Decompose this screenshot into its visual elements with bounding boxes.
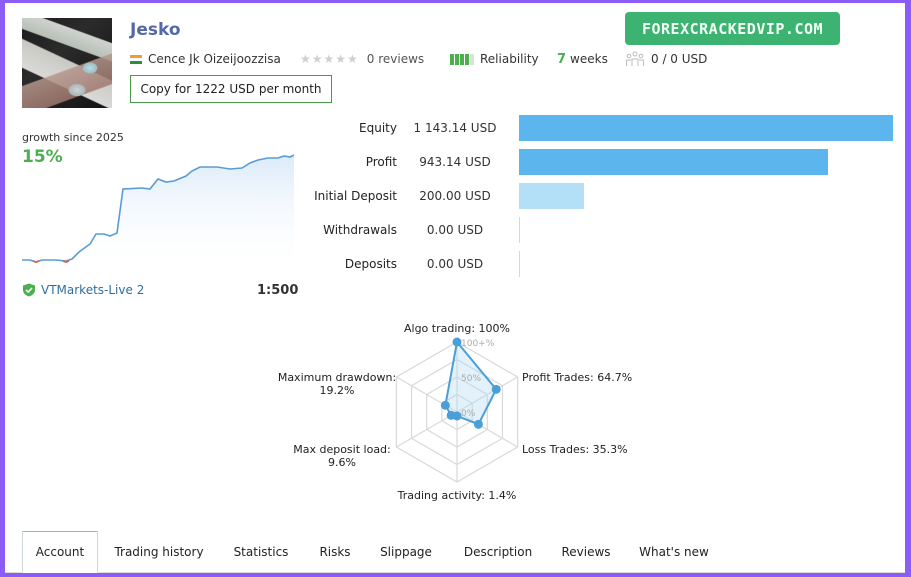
- growth-label: growth since 2025: [22, 131, 124, 144]
- radar-axis: [396, 411, 458, 448]
- radar-label-algo-trading: Algo trading: 100%: [403, 322, 510, 335]
- radar-label-line: 9.6%: [328, 456, 356, 469]
- radar-label-max-deposit-load: Max deposit load: 9.6%: [267, 443, 417, 469]
- tab-risks[interactable]: Risks: [319, 545, 351, 559]
- tab-account[interactable]: Account: [22, 531, 98, 573]
- radar-scale-label: 50%: [461, 374, 481, 384]
- radar-label-line: Maximum drawdown:: [277, 371, 397, 384]
- copy-subscribe-button[interactable]: Copy for 1222 USD per month: [130, 75, 332, 103]
- stat-bar: [519, 183, 584, 209]
- stat-value: 200.00 USD: [419, 189, 491, 203]
- tab-reviews[interactable]: Reviews: [561, 545, 611, 559]
- india-flag-icon: [130, 54, 142, 64]
- stat-value: 1 143.14 USD: [413, 121, 497, 135]
- growth-area: [22, 155, 294, 273]
- stat-label: Equity: [359, 121, 397, 135]
- radar-label-trading-activity: Trading activity: 1.4%: [397, 489, 517, 502]
- stat-label: Initial Deposit: [314, 189, 397, 203]
- signal-page: Jesko Cence Jk Oizeijoozzisa ★★★★★ 0 rev…: [5, 3, 905, 573]
- radar-label-line: Max deposit load:: [293, 443, 391, 456]
- tab-whats-new[interactable]: What's new: [639, 545, 709, 559]
- tab-trading-history[interactable]: Trading history: [114, 545, 204, 559]
- reliability-label: Reliability: [480, 52, 539, 66]
- radar-label-loss-trades: Loss Trades: 35.3%: [522, 443, 628, 456]
- weeks-label: weeks: [570, 52, 608, 66]
- rating-row: ★★★★★ 0 reviews: [300, 50, 424, 68]
- subscribers-icon: [626, 51, 644, 66]
- radar-scale-label: 0%: [461, 409, 476, 419]
- radar-label-line: 19.2%: [319, 384, 355, 397]
- growth-chart[interactable]: [22, 148, 294, 273]
- radar-point-maximum-drawdown[interactable]: [440, 400, 450, 410]
- avatar[interactable]: [22, 18, 112, 108]
- stat-label: Deposits: [344, 257, 397, 271]
- radar-label-profit-trades: Profit Trades: 64.7%: [522, 371, 633, 384]
- tab-statistics[interactable]: Statistics: [233, 545, 289, 559]
- author-name[interactable]: Cence Jk Oizeijoozzisa: [148, 52, 281, 66]
- growth-line: [22, 154, 294, 263]
- radar-label-max-drawdown: Maximum drawdown: 19.2%: [262, 371, 412, 397]
- stat-bar: [519, 115, 893, 141]
- tab-bar: Account Trading history Statistics Risks…: [5, 531, 905, 573]
- stat-value: 0.00 USD: [426, 223, 484, 237]
- brand-badge: FOREXCRACKEDVIP.COM: [625, 12, 840, 45]
- stat-label: Withdrawals: [323, 223, 397, 237]
- stat-bar: [519, 149, 828, 175]
- radar-point-max-deposit-load[interactable]: [446, 410, 456, 420]
- tab-slippage[interactable]: Slippage: [380, 545, 432, 559]
- radar-axis: [456, 411, 518, 448]
- broker-server[interactable]: VTMarkets-Live 2: [41, 283, 145, 297]
- stat-value: 0.00 USD: [426, 257, 484, 271]
- subscribers-value: 0 / 0 USD: [651, 52, 708, 66]
- weeks-row: 7 weeks: [557, 50, 608, 68]
- tab-description[interactable]: Description: [463, 545, 533, 559]
- weeks-number: 7: [557, 51, 567, 67]
- leverage-value: 1:500: [257, 283, 299, 298]
- author-row: Cence Jk Oizeijoozzisa: [130, 50, 281, 68]
- radar-chart: 100+% 50% 0%: [395, 337, 519, 483]
- radar-scale-label: 100+%: [461, 339, 495, 349]
- stat-bar: [519, 217, 520, 243]
- radar-axis: [456, 376, 518, 413]
- stat-label: Profit: [365, 155, 397, 169]
- growth-drawdown-segment: [32, 260, 40, 263]
- stat-value: 943.14 USD: [419, 155, 491, 169]
- radar-point-algo-trading[interactable]: [452, 337, 462, 347]
- growth-drawdown-segment: [62, 260, 70, 263]
- growth-value: 15%: [22, 147, 63, 167]
- reviews-count[interactable]: 0 reviews: [366, 52, 425, 66]
- stat-bar: [519, 251, 520, 277]
- radar-point-profit-trades[interactable]: [491, 384, 501, 394]
- verified-shield-icon: [23, 283, 35, 297]
- reliability-bars-icon: [450, 53, 474, 65]
- signal-name[interactable]: Jesko: [130, 20, 181, 40]
- broker-row: VTMarkets-Live 2: [22, 283, 144, 297]
- reliability-row: Reliability: [450, 50, 539, 68]
- subscribers-row: 0 / 0 USD: [625, 50, 707, 68]
- rating-stars-icon: ★★★★★: [300, 52, 359, 66]
- radar-point-loss-trades[interactable]: [473, 419, 483, 429]
